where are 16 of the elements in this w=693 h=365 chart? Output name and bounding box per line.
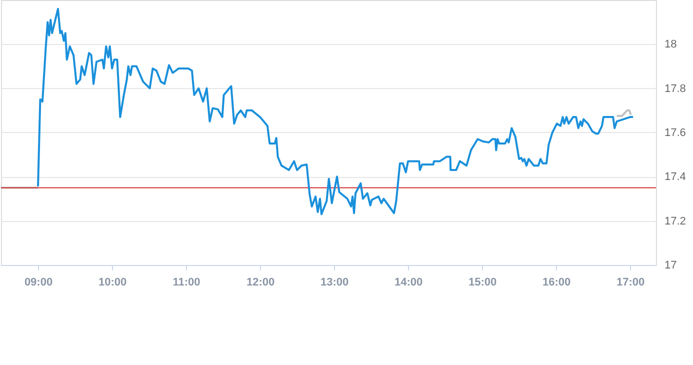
x-tick-label: 09:00: [24, 276, 53, 288]
x-tick-label: 16:00: [542, 276, 571, 288]
y-tick-label: 17.2: [664, 215, 686, 228]
y-tick-label: 17.4: [664, 171, 686, 184]
x-tick-label: 17:00: [616, 276, 645, 288]
line-series: [37, 8, 634, 216]
x-tick-label: 14:00: [394, 276, 423, 288]
y-tick-label: 17: [664, 260, 677, 272]
x-tick-label: 11:00: [172, 276, 200, 288]
y-tick-label: 17.8: [664, 82, 686, 95]
y-tick-label: 18: [664, 38, 677, 51]
x-tick-label: 13:00: [320, 276, 349, 288]
x-tick-label: 10:00: [98, 276, 127, 288]
y-tick-label: 17.6: [664, 127, 686, 139]
x-tick-label: 15:00: [468, 276, 497, 288]
x-tick-label: 12:00: [246, 276, 275, 288]
